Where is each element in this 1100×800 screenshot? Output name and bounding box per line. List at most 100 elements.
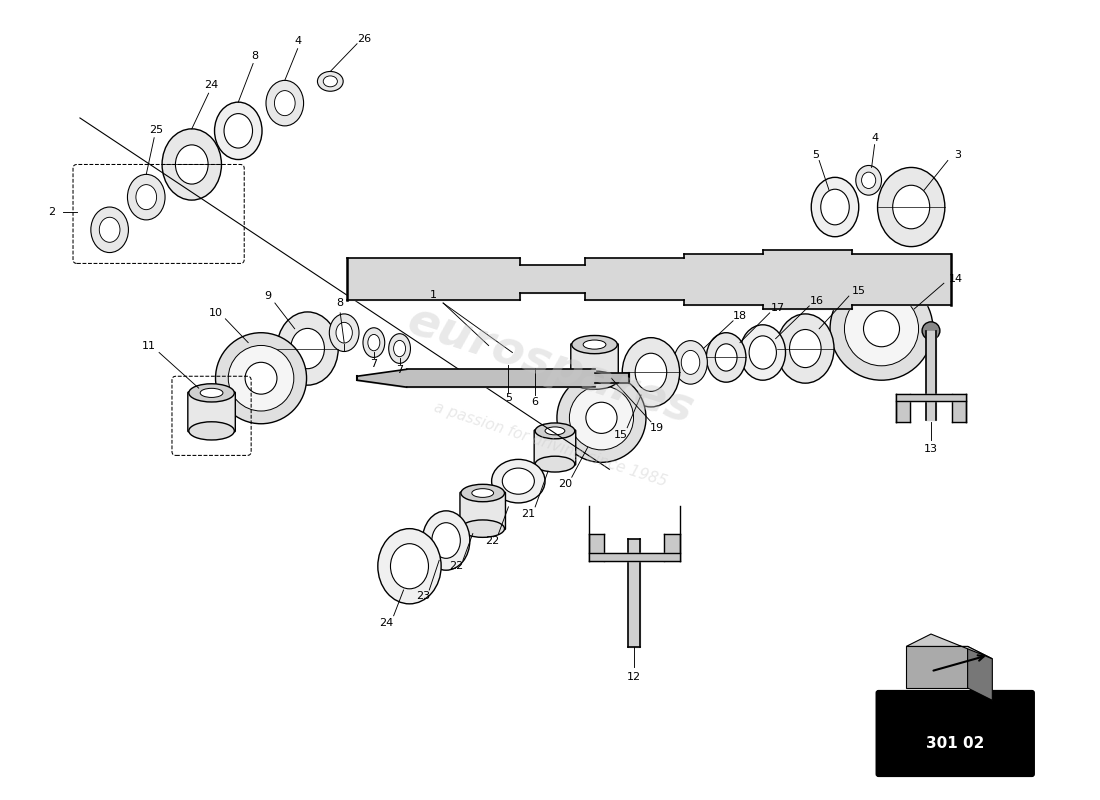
Ellipse shape [472, 489, 494, 498]
Ellipse shape [377, 529, 441, 604]
Ellipse shape [864, 310, 900, 346]
Text: 9: 9 [264, 291, 272, 301]
Text: 3: 3 [954, 150, 961, 159]
Ellipse shape [189, 422, 234, 440]
Ellipse shape [856, 166, 881, 195]
Polygon shape [968, 646, 992, 700]
Ellipse shape [189, 384, 234, 402]
Ellipse shape [681, 350, 700, 374]
Ellipse shape [136, 185, 156, 210]
Text: 6: 6 [531, 397, 539, 407]
Ellipse shape [224, 114, 253, 148]
Ellipse shape [749, 336, 777, 369]
Ellipse shape [893, 186, 930, 229]
Ellipse shape [461, 484, 505, 502]
Ellipse shape [503, 468, 535, 494]
Text: 301 02: 301 02 [926, 736, 984, 750]
Text: 26: 26 [356, 34, 371, 44]
Ellipse shape [162, 129, 221, 200]
Text: 18: 18 [733, 311, 747, 321]
Text: 13: 13 [924, 445, 938, 454]
Circle shape [922, 322, 939, 340]
Ellipse shape [432, 522, 460, 558]
Ellipse shape [861, 172, 876, 189]
Ellipse shape [216, 333, 307, 424]
Text: 24: 24 [205, 80, 219, 90]
Ellipse shape [422, 511, 470, 570]
Ellipse shape [388, 334, 410, 363]
Ellipse shape [777, 314, 834, 383]
Text: eurospares: eurospares [402, 298, 698, 433]
Ellipse shape [390, 544, 429, 589]
Ellipse shape [323, 76, 338, 86]
Ellipse shape [275, 90, 295, 116]
Text: 10: 10 [209, 308, 222, 318]
Polygon shape [906, 646, 968, 688]
Text: 20: 20 [558, 479, 572, 489]
Ellipse shape [492, 459, 546, 503]
Ellipse shape [245, 362, 277, 394]
Ellipse shape [277, 312, 338, 385]
Ellipse shape [175, 145, 208, 184]
Ellipse shape [790, 330, 821, 367]
Text: 15: 15 [851, 286, 866, 296]
Ellipse shape [572, 335, 617, 354]
Text: 1: 1 [430, 290, 437, 300]
Text: 16: 16 [811, 296, 824, 306]
Ellipse shape [673, 341, 707, 384]
Ellipse shape [572, 371, 617, 390]
FancyBboxPatch shape [877, 691, 1034, 776]
Ellipse shape [583, 340, 606, 349]
Text: 5: 5 [812, 150, 818, 159]
Ellipse shape [536, 456, 574, 472]
Text: 22: 22 [449, 562, 463, 571]
Ellipse shape [546, 427, 564, 435]
Text: 15: 15 [614, 430, 628, 440]
FancyBboxPatch shape [188, 392, 235, 432]
FancyBboxPatch shape [535, 430, 575, 465]
Text: 19: 19 [650, 422, 664, 433]
Ellipse shape [99, 218, 120, 242]
Text: 17: 17 [770, 303, 784, 313]
Ellipse shape [821, 190, 849, 225]
Ellipse shape [586, 402, 617, 434]
Text: 22: 22 [485, 535, 499, 546]
FancyBboxPatch shape [571, 343, 618, 381]
FancyBboxPatch shape [460, 492, 506, 530]
Ellipse shape [845, 292, 918, 366]
Ellipse shape [715, 344, 737, 371]
Ellipse shape [830, 278, 933, 380]
Ellipse shape [336, 322, 352, 343]
Ellipse shape [557, 374, 646, 462]
Ellipse shape [570, 386, 634, 450]
Text: 21: 21 [521, 509, 536, 519]
Ellipse shape [290, 329, 324, 369]
Text: 2: 2 [47, 207, 55, 217]
Text: 7: 7 [396, 366, 403, 375]
Ellipse shape [200, 388, 223, 398]
Ellipse shape [394, 340, 406, 357]
Ellipse shape [329, 314, 359, 351]
Ellipse shape [266, 80, 304, 126]
Ellipse shape [363, 328, 385, 358]
Text: 11: 11 [142, 341, 156, 350]
Ellipse shape [536, 423, 574, 438]
Ellipse shape [318, 71, 343, 91]
Ellipse shape [878, 167, 945, 246]
Text: 24: 24 [379, 618, 394, 628]
Ellipse shape [706, 333, 746, 382]
Ellipse shape [812, 178, 859, 237]
Text: 12: 12 [627, 672, 641, 682]
Text: 5: 5 [505, 393, 512, 403]
Text: 14: 14 [948, 274, 962, 284]
Polygon shape [906, 634, 992, 658]
Ellipse shape [635, 354, 667, 391]
Text: 23: 23 [416, 591, 430, 601]
Ellipse shape [623, 338, 680, 407]
Text: 8: 8 [252, 50, 258, 61]
Ellipse shape [214, 102, 262, 159]
Text: 25: 25 [150, 125, 163, 135]
Text: 8: 8 [337, 298, 344, 308]
Ellipse shape [91, 207, 129, 253]
Ellipse shape [740, 325, 785, 380]
